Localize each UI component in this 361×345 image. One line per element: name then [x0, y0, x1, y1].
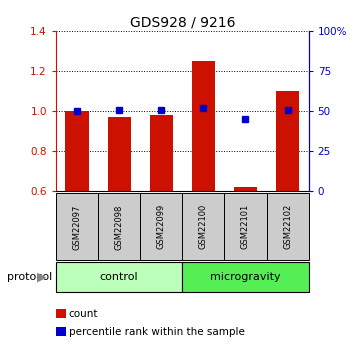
- Bar: [150, 115, 173, 191]
- Bar: [225, 193, 266, 260]
- Bar: [182, 193, 225, 260]
- Bar: [108, 117, 131, 191]
- Text: control: control: [100, 272, 138, 282]
- Bar: [56, 193, 98, 260]
- Text: percentile rank within the sample: percentile rank within the sample: [69, 327, 244, 337]
- Text: GSM22100: GSM22100: [199, 204, 208, 249]
- Text: microgravity: microgravity: [210, 272, 281, 282]
- Bar: [276, 91, 299, 191]
- Text: GSM22098: GSM22098: [115, 204, 123, 249]
- Bar: [65, 111, 88, 191]
- Text: count: count: [69, 309, 98, 319]
- Text: protocol: protocol: [7, 272, 52, 282]
- Text: ▶: ▶: [37, 270, 46, 283]
- Text: GSM22097: GSM22097: [73, 204, 82, 249]
- Bar: [234, 187, 257, 191]
- Text: GSM22101: GSM22101: [241, 204, 250, 249]
- Bar: [98, 193, 140, 260]
- Bar: [56, 262, 182, 292]
- Text: GSM22099: GSM22099: [157, 204, 166, 249]
- Bar: [266, 193, 309, 260]
- Text: GSM22102: GSM22102: [283, 204, 292, 249]
- Bar: [192, 61, 215, 191]
- Bar: [182, 262, 309, 292]
- Title: GDS928 / 9216: GDS928 / 9216: [130, 16, 235, 30]
- Bar: [140, 193, 182, 260]
